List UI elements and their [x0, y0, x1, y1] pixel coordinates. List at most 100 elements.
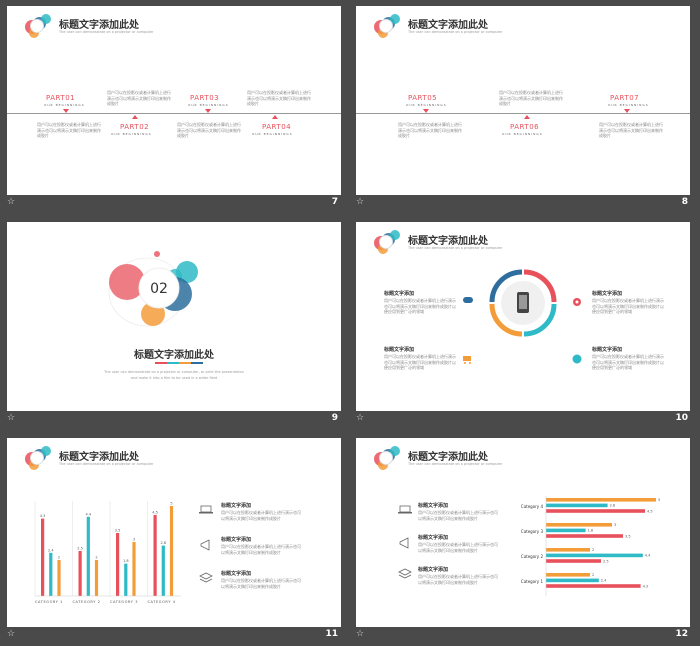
- megaphone-icon: [200, 539, 210, 551]
- slide-7: 标题文字添加此处 The user can demonstrate on a p…: [7, 6, 341, 195]
- tick-label: Category 1: [521, 579, 544, 584]
- tick-label: CATEGORY 3: [110, 600, 138, 604]
- bar: [169, 506, 174, 596]
- part-desc: 用户可以在投影仪或者计算机上进行演示也可以将演示文稿打印出来制作成胶片: [247, 90, 311, 106]
- part-label: PART01: [46, 94, 76, 102]
- laptop-icon: [398, 505, 412, 514]
- bar: [546, 534, 623, 538]
- bar: [546, 548, 590, 552]
- part-desc: 用户可以在投影仪或者计算机上进行演示也可以将演示文稿打印出来制作成胶片: [398, 122, 462, 138]
- page-subtitle: The user can demonstrate on a projector …: [408, 30, 503, 34]
- tick-label: Category 3: [521, 529, 544, 534]
- part-label: PART06: [510, 123, 540, 131]
- part-sub: OUR BEGINNINGS: [188, 103, 229, 107]
- laptop-icon: [199, 505, 213, 514]
- data-label: 4.5: [647, 509, 653, 513]
- part-desc: 用户可以在投影仪或者计算机上进行演示也可以将演示文稿打印出来制作成胶片: [499, 90, 563, 106]
- item-title: 标题文字添加: [418, 503, 449, 509]
- slide-number: 12: [675, 629, 688, 639]
- logo-bubbles: [372, 230, 404, 256]
- data-label: 3: [133, 538, 135, 542]
- section-number: 02: [150, 281, 168, 297]
- slide-thumb-10[interactable]: 标题文字添加此处 The user can demonstrate on a p…: [350, 216, 691, 429]
- part-sub: OUR BEGINNINGS: [252, 132, 293, 136]
- item-title: 标题文字添加: [384, 347, 415, 353]
- page-subtitle: The user can demonstrate on a projector …: [408, 246, 503, 250]
- bar: [546, 553, 643, 558]
- logo-bubbles: [372, 14, 404, 40]
- data-label: 5: [658, 498, 660, 502]
- star-icon: ☆: [7, 629, 16, 639]
- timeline-marker: [205, 109, 211, 113]
- tick-label: CATEGORY 1: [35, 600, 63, 604]
- bar: [546, 523, 612, 527]
- page-title: 标题文字添加此处: [408, 452, 488, 463]
- page-subtitle: The user can demonstrate on a projector …: [408, 462, 503, 466]
- item-desc: 用户可以在投影仪或者计算机上进行演示也可以将演示文稿打印出来制作成胶片以便应用到…: [592, 354, 664, 370]
- section-title: 标题文字添加此处: [134, 350, 214, 361]
- timeline-line: [7, 113, 341, 114]
- bar: [132, 542, 136, 596]
- star-icon: ☆: [356, 413, 365, 423]
- slide-thumb-12[interactable]: 标题文字添加此处 The user can demonstrate on a p…: [350, 432, 691, 645]
- slide-number: 9: [331, 413, 338, 423]
- logo-bubbles: [23, 14, 55, 40]
- part-desc: 用户可以在投影仪或者计算机上进行演示也可以将演示文稿打印出来制作成胶片: [107, 90, 171, 106]
- tick-label: CATEGORY 4: [147, 600, 175, 604]
- part-desc: 用户可以在投影仪或者计算机上进行演示也可以将演示文稿打印出来制作成胶片: [177, 122, 241, 138]
- horizontal-bar-chart: Category 4 5 2.8 4.5 Category 3 3 1.8 3.5 Catego…: [521, 496, 660, 596]
- bar: [78, 551, 82, 596]
- bar: [124, 563, 128, 596]
- part-sub: OUR BEGINNINGS: [502, 132, 543, 136]
- item-desc: 用户可以在投影仪或者计算机上进行演示也可以将演示文稿打印出来制作成胶片: [221, 510, 301, 521]
- item-title: 标题文字添加: [221, 503, 252, 509]
- item-desc: 用户可以在投影仪或者计算机上进行演示也可以将演示文稿打印出来制作成胶片以便应用到…: [384, 354, 456, 370]
- star-icon: ☆: [356, 197, 365, 207]
- data-label: 2.5: [603, 559, 609, 563]
- item-desc: 用户可以在投影仪或者计算机上进行演示也可以将演示文稿打印出来制作成胶片: [418, 574, 498, 585]
- bar: [546, 503, 608, 508]
- data-label: 2: [592, 573, 594, 577]
- layers-icon: [199, 572, 213, 583]
- bar: [153, 515, 157, 596]
- globe-icon: [572, 354, 582, 364]
- item-title: 标题文字添加: [418, 567, 449, 573]
- gear-icon: [573, 298, 581, 306]
- item-desc: 用户可以在投影仪或者计算机上进行演示也可以将演示文稿打印出来制作成胶片: [418, 542, 498, 553]
- bar: [94, 560, 99, 596]
- layers-icon: [398, 568, 412, 579]
- part-desc: 用户可以在投影仪或者计算机上进行演示也可以将演示文稿打印出来制作成胶片: [37, 122, 101, 138]
- part-sub: OUR BEGINNINGS: [111, 132, 152, 136]
- slide-10: 标题文字添加此处 The user can demonstrate on a p…: [356, 222, 690, 411]
- item-title: 标题文字添加: [592, 347, 623, 353]
- slide-number: 10: [675, 413, 688, 423]
- bar: [49, 552, 53, 596]
- slide-thumb-8[interactable]: 标题文字添加此处 The user can demonstrate on a p…: [350, 0, 691, 213]
- logo-bubbles: [23, 446, 55, 472]
- bar: [86, 516, 90, 596]
- data-label: 3: [614, 523, 616, 527]
- data-label: 4.3: [643, 584, 649, 588]
- part-label: PART02: [120, 123, 150, 131]
- timeline-line: [356, 113, 690, 114]
- item-title: 标题文字添加: [384, 291, 415, 297]
- page-title: 标题文字添加此处: [408, 236, 488, 247]
- item-title: 标题文字添加: [592, 291, 623, 297]
- slide-thumb-11[interactable]: 标题文字添加此处 The user can demonstrate on a p…: [0, 432, 341, 645]
- timeline-marker: [272, 115, 278, 119]
- slide-12: 标题文字添加此处 The user can demonstrate on a p…: [356, 438, 690, 627]
- data-label: 3.5: [625, 534, 631, 538]
- part-sub: OUR BEGINNINGS: [44, 103, 85, 107]
- item-desc: 用户可以在投影仪或者计算机上进行演示也可以将演示文稿打印出来制作成胶片: [221, 578, 301, 589]
- part-sub: OUR BEGINNINGS: [608, 103, 649, 107]
- cart-icon: [463, 356, 471, 364]
- part-label: PART03: [190, 94, 220, 102]
- slide-thumb-9[interactable]: 02 标题文字添加此处 The user can demonstrate on …: [0, 216, 341, 429]
- part-label: PART07: [610, 94, 640, 102]
- slide-thumb-7[interactable]: 标题文字添加此处 The user can demonstrate on a p…: [0, 0, 341, 213]
- color-underline: [155, 362, 203, 364]
- page-title: 标题文字添加此处: [408, 20, 488, 31]
- data-label: 2.4: [601, 579, 607, 583]
- bar: [57, 560, 61, 596]
- slide-11: 标题文字添加此处 The user can demonstrate on a p…: [7, 438, 341, 627]
